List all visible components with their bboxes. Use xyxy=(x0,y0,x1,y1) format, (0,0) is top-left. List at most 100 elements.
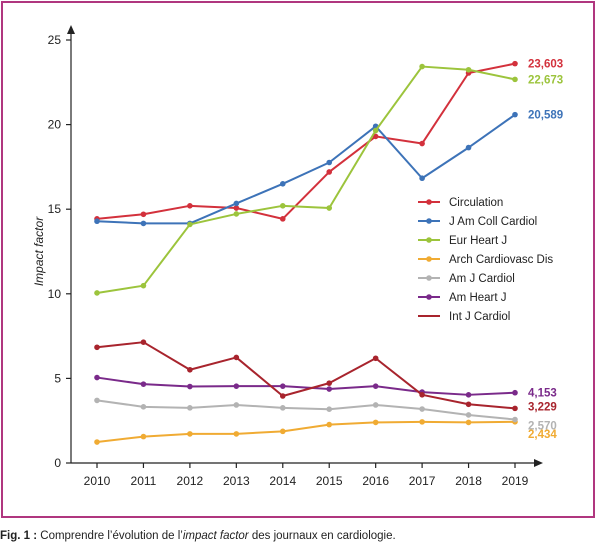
data-point-am-j-cardiol xyxy=(279,405,286,411)
y-tick-label: 20 xyxy=(48,118,62,132)
legend-label-circulation: Circulation xyxy=(449,197,503,209)
end-label-am-j-cardiol: 2,570 xyxy=(528,421,557,433)
data-point-arch-cardiovasc-dis xyxy=(279,428,286,435)
data-point-am-heart-j xyxy=(140,381,147,387)
y-tick-label: 5 xyxy=(54,371,61,385)
data-point-eur-heart-j xyxy=(372,127,379,134)
data-point-j-am-coll-cardiol xyxy=(326,159,333,166)
data-point-am-j-cardiol xyxy=(372,402,379,408)
data-point-int-j-cardiol xyxy=(465,401,472,408)
data-point-arch-cardiovasc-dis xyxy=(140,433,147,440)
data-point-circulation xyxy=(140,211,147,218)
series-lines xyxy=(94,60,518,445)
data-point-j-am-coll-cardiol xyxy=(233,200,240,207)
legend-marker-arch-cardiovasc-dis xyxy=(426,256,432,262)
data-point-arch-cardiovasc-dis xyxy=(419,419,425,425)
data-point-eur-heart-j xyxy=(279,203,286,209)
series-line-circulation xyxy=(96,62,516,220)
legend-label-am-heart-j: Am Heart J xyxy=(449,292,507,304)
data-point-am-j-cardiol xyxy=(140,404,147,410)
legend-label-int-j-cardiol: Int J Cardiol xyxy=(449,311,510,323)
x-tick-label: 2010 xyxy=(84,474,111,488)
data-point-circulation xyxy=(372,133,379,140)
end-label-circulation: 23,603 xyxy=(528,59,563,71)
data-point-am-heart-j xyxy=(326,386,333,392)
caption-emphasis: impact factor xyxy=(182,530,249,542)
data-point-eur-heart-j xyxy=(140,282,147,289)
y-axis-label: Impact factor xyxy=(32,216,46,286)
data-point-am-j-cardiol xyxy=(94,397,100,404)
data-point-arch-cardiovasc-dis xyxy=(326,421,333,428)
x-tick-label: 2012 xyxy=(177,474,204,488)
caption-text-before: Comprendre l’évolution de l’ xyxy=(37,530,183,542)
data-point-int-j-cardiol xyxy=(94,344,100,351)
data-point-int-j-cardiol xyxy=(326,380,333,386)
data-point-int-j-cardiol xyxy=(419,392,425,398)
caption-text-after: des journaux en cardiologie. xyxy=(248,530,396,542)
legend-marker-j-am-coll-cardiol xyxy=(426,218,432,224)
data-point-eur-heart-j xyxy=(187,221,193,228)
series-line-am-heart-j xyxy=(96,376,516,396)
series-line-arch-cardiovasc-dis xyxy=(96,420,516,444)
data-point-eur-heart-j xyxy=(233,211,240,217)
data-point-arch-cardiovasc-dis xyxy=(465,419,472,426)
series-line-j-am-coll-cardiol xyxy=(96,113,516,225)
data-point-am-j-cardiol xyxy=(465,412,472,418)
legend-label-am-j-cardiol: Am J Cardiol xyxy=(449,273,515,285)
data-point-int-j-cardiol xyxy=(140,339,147,345)
legend-marker-circulation xyxy=(426,199,432,205)
x-tick-label: 2015 xyxy=(316,474,343,488)
end-label-eur-heart-j: 22,673 xyxy=(528,74,563,86)
y-tick-label: 10 xyxy=(48,287,62,301)
legend-label-j-am-coll-cardiol: J Am Coll Cardiol xyxy=(449,216,537,228)
data-point-eur-heart-j xyxy=(94,290,100,296)
data-point-circulation xyxy=(512,60,518,67)
data-point-eur-heart-j xyxy=(512,76,518,83)
figure-caption: Fig. 1 : Comprendre l’évolution de l’imp… xyxy=(0,530,396,542)
data-point-am-j-cardiol xyxy=(326,406,333,412)
data-point-am-j-cardiol xyxy=(512,416,518,423)
data-point-j-am-coll-cardiol xyxy=(279,181,286,187)
x-axis-arrow xyxy=(534,459,543,467)
y-tick-label: 15 xyxy=(48,202,62,216)
end-label-j-am-coll-cardiol: 20,589 xyxy=(528,110,563,122)
data-point-am-heart-j xyxy=(279,383,286,389)
y-axis-arrow xyxy=(67,25,75,34)
line-chart: 0 5 10 15 20 25 2010 2011 2012 2013 2014 2015 2016 20… xyxy=(32,25,563,488)
data-point-circulation xyxy=(279,216,286,222)
data-point-int-j-cardiol xyxy=(372,355,379,362)
data-point-eur-heart-j xyxy=(326,205,333,211)
x-tick-label: 2017 xyxy=(409,474,436,488)
data-point-circulation xyxy=(326,169,333,175)
data-point-j-am-coll-cardiol xyxy=(419,175,425,182)
end-label-arch-cardiovasc-dis: 2,434 xyxy=(528,429,557,441)
series-line-int-j-cardiol xyxy=(96,341,516,410)
data-point-j-am-coll-cardiol xyxy=(512,111,518,118)
data-point-j-am-coll-cardiol xyxy=(140,220,147,227)
chart-frame: 0 5 10 15 20 25 2010 2011 2012 2013 2014 2015 2016 20… xyxy=(1,1,595,518)
data-point-circulation xyxy=(187,203,193,209)
data-point-j-am-coll-cardiol xyxy=(465,144,472,151)
data-point-am-j-cardiol xyxy=(419,406,425,412)
data-point-am-j-cardiol xyxy=(233,402,240,408)
data-point-int-j-cardiol xyxy=(233,354,240,361)
data-point-am-heart-j xyxy=(187,383,193,390)
x-tick-label: 2011 xyxy=(131,474,157,488)
data-point-am-heart-j xyxy=(465,392,472,398)
end-label-int-j-cardiol: 3,229 xyxy=(528,401,557,413)
data-point-am-j-cardiol xyxy=(187,405,193,411)
x-tick-label: 2016 xyxy=(362,474,389,488)
y-tick-label: 0 xyxy=(54,456,61,470)
legend-label-arch-cardiovasc-dis: Arch Cardiovasc Dis xyxy=(449,254,553,266)
data-point-arch-cardiovasc-dis xyxy=(94,439,100,445)
data-point-am-heart-j xyxy=(512,389,518,396)
data-point-am-heart-j xyxy=(233,383,240,389)
x-tick-label: 2014 xyxy=(269,474,296,488)
data-point-arch-cardiovasc-dis xyxy=(187,431,193,437)
legend: Circulation J Am Coll Cardiol Eur Heart J A… xyxy=(418,197,553,323)
data-point-arch-cardiovasc-dis xyxy=(372,419,379,426)
data-point-eur-heart-j xyxy=(465,66,472,73)
legend-marker-eur-heart-j xyxy=(426,237,432,243)
data-point-eur-heart-j xyxy=(419,63,425,70)
